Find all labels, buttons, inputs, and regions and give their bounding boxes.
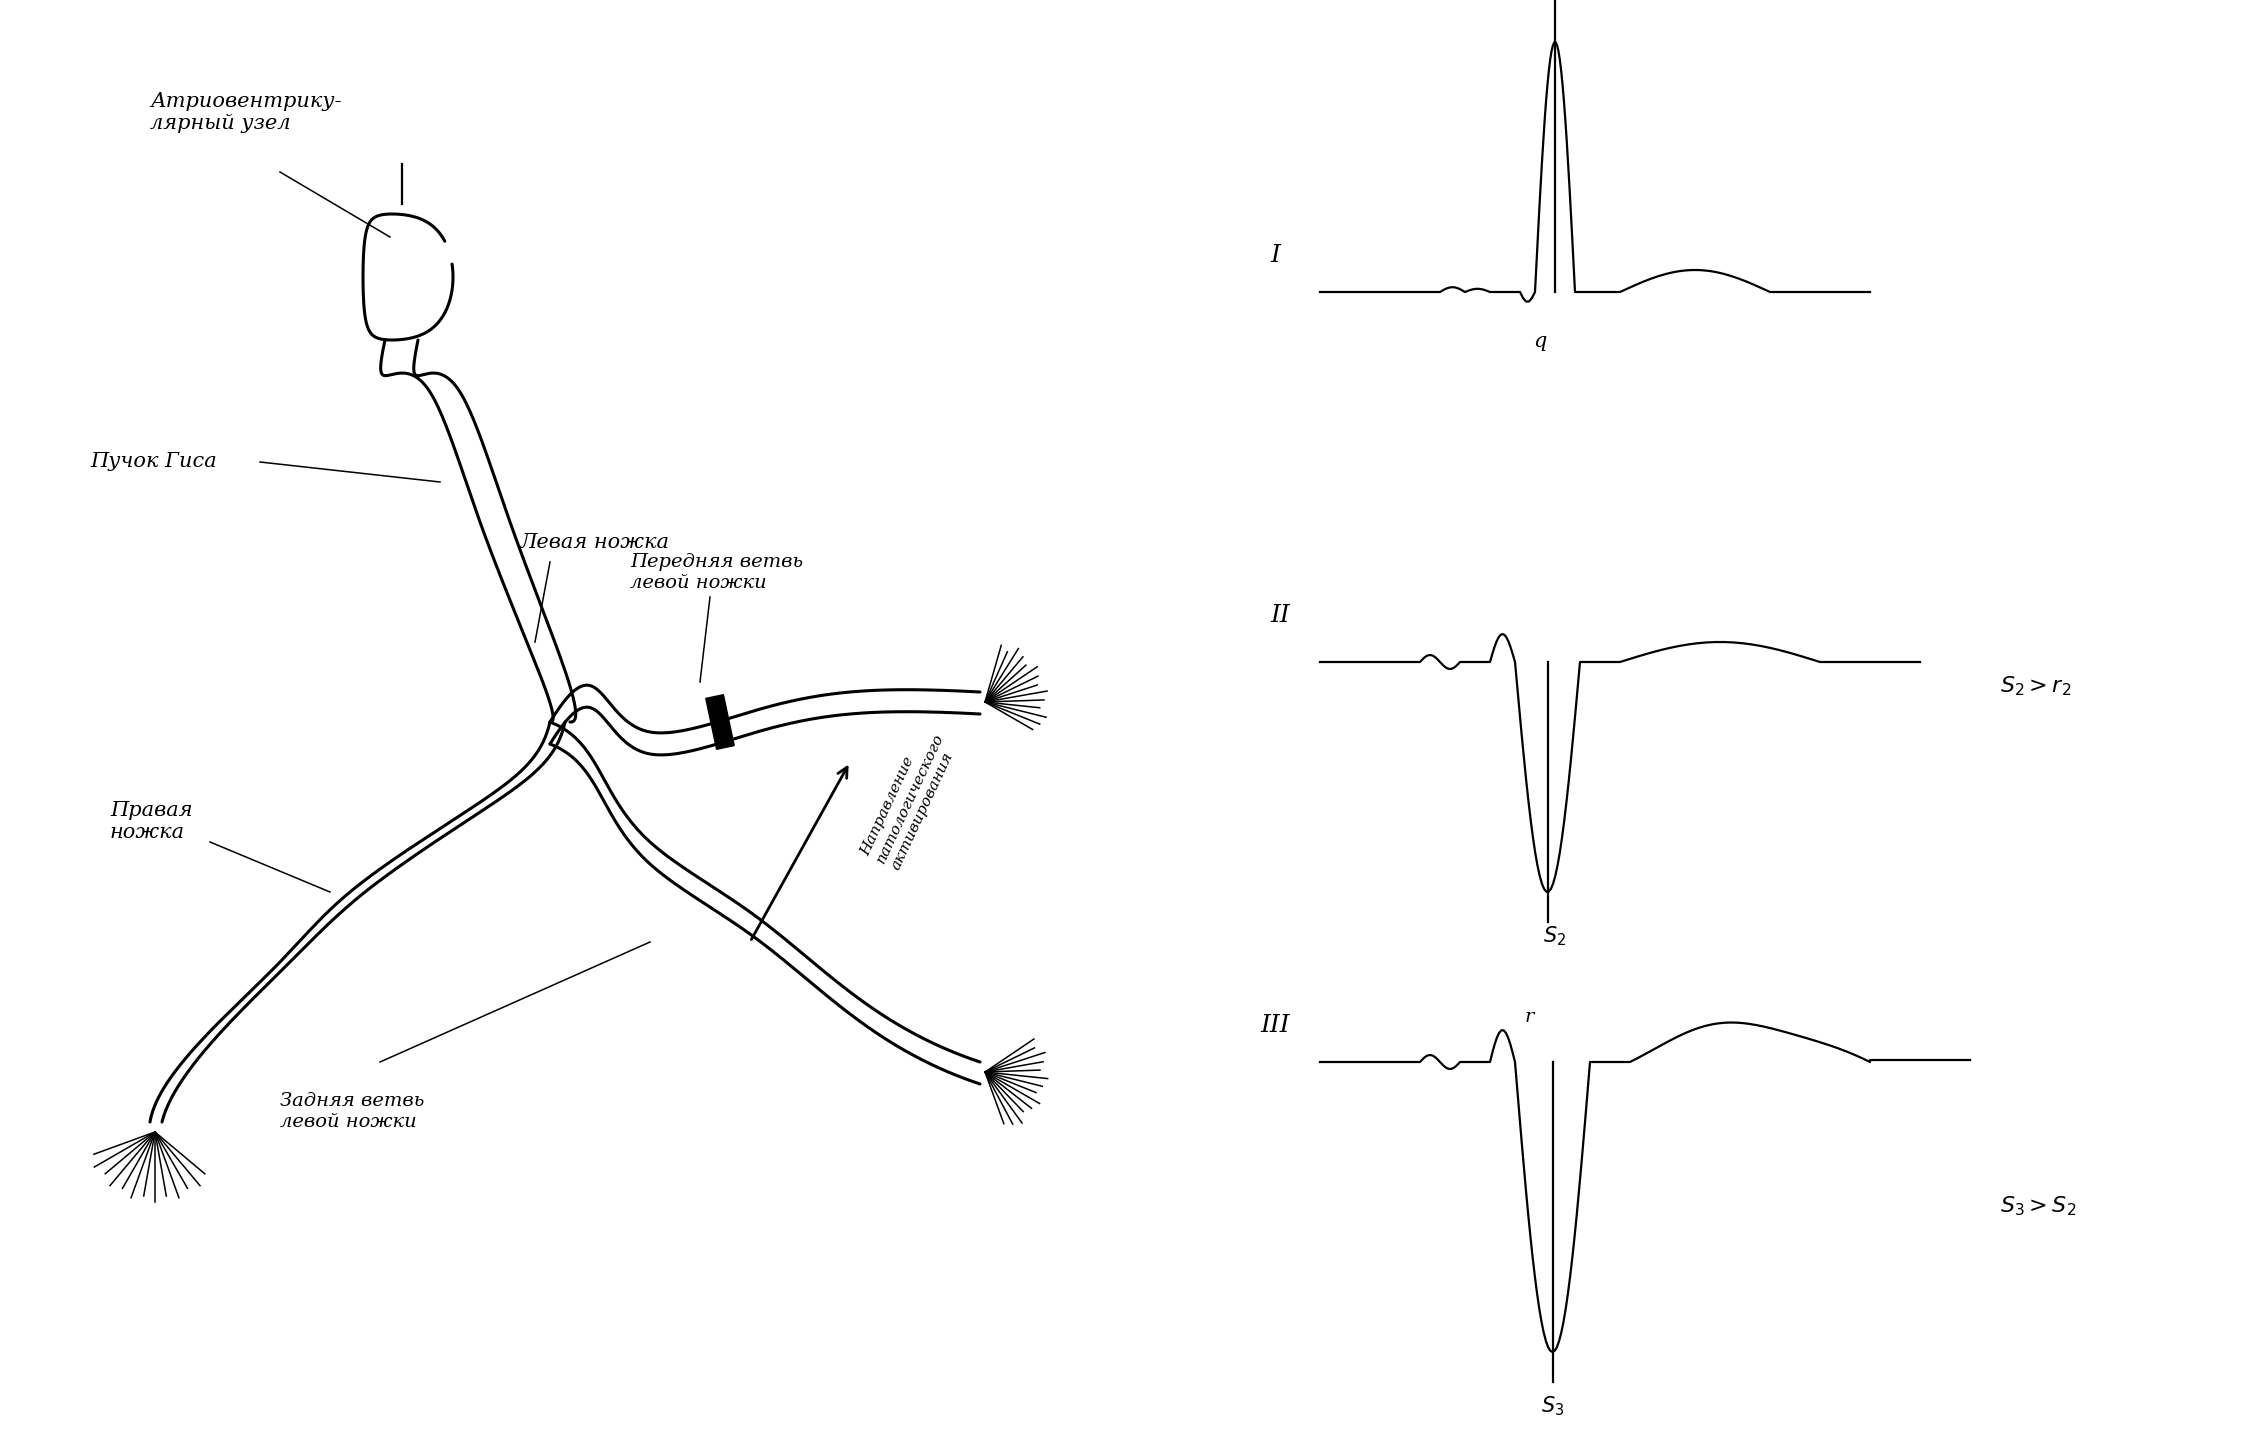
Text: r: r <box>1524 1008 1535 1027</box>
Polygon shape <box>706 695 735 750</box>
Text: Задняя ветвь
левой ножки: Задняя ветвь левой ножки <box>281 1092 425 1131</box>
Text: II: II <box>1270 604 1290 627</box>
Text: Направление
патологического
активирования: Направление патологического активировани… <box>859 724 960 872</box>
Text: Левая ножка: Левая ножка <box>519 532 670 551</box>
Text: Правая
ножка: Правая ножка <box>110 802 193 842</box>
Text: Передняя ветвь
левой ножки: Передняя ветвь левой ножки <box>629 554 803 593</box>
Text: q: q <box>1533 332 1547 350</box>
Text: $S_3 > S_2$: $S_3 > S_2$ <box>2001 1194 2077 1217</box>
Text: Пучок Гиса: Пучок Гиса <box>90 453 216 472</box>
Text: III: III <box>1259 1014 1290 1037</box>
Text: Атриовентрику-
лярный узел: Атриовентрику- лярный узел <box>151 92 342 133</box>
Text: $S_3$: $S_3$ <box>1540 1394 1565 1417</box>
Text: I: I <box>1270 244 1279 267</box>
Text: $S_2 > r_2$: $S_2 > r_2$ <box>2001 673 2070 698</box>
Text: $S_2$: $S_2$ <box>1542 924 1567 947</box>
